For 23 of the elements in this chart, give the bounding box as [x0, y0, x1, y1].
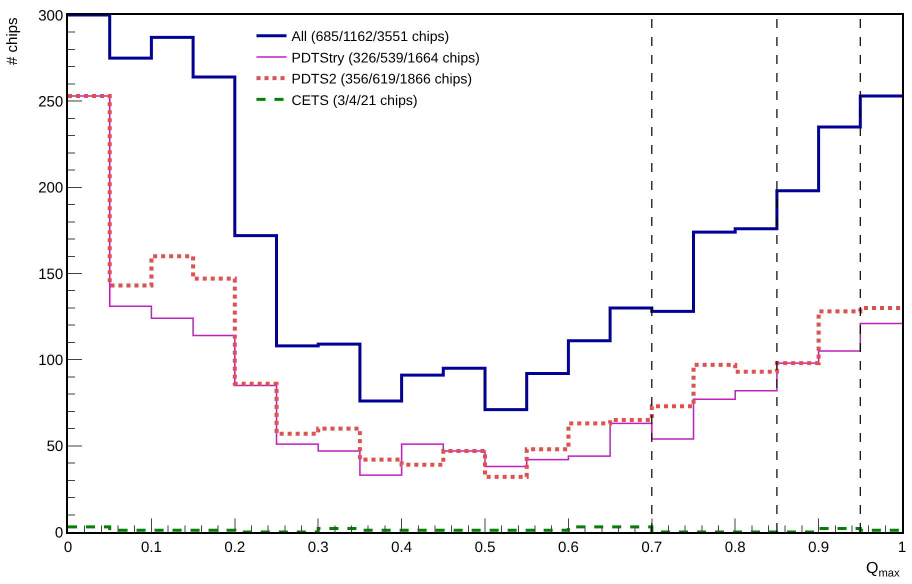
legend-label: PDTS2 (356/619/1866 chips) — [291, 70, 472, 87]
x-tick-label: 0.1 — [140, 538, 162, 556]
x-tick-label: 0.8 — [724, 538, 746, 556]
legend-label: CETS (3/4/21 chips) — [291, 92, 418, 108]
y-tick-label: 250 — [38, 93, 64, 110]
y-axis-title: # chips — [4, 17, 21, 65]
legend-label: PDTStry (326/539/1664 chips) — [291, 49, 480, 66]
x-tick-label: 0.3 — [308, 538, 329, 556]
x-tick-label: 1 — [898, 538, 906, 556]
y-tick-label: 50 — [46, 438, 64, 456]
x-tick-label: 0.4 — [391, 538, 412, 556]
y-tick-label: 0 — [54, 524, 64, 542]
x-tick-label: 0.7 — [641, 538, 662, 556]
x-tick-label: 0.6 — [558, 538, 579, 556]
legend-label: All (685/1162/3551 chips) — [291, 28, 450, 44]
y-tick-label: 300 — [38, 7, 64, 24]
x-tick-label: 0.5 — [474, 538, 496, 556]
y-tick-label: 200 — [38, 180, 64, 197]
y-tick-label: 100 — [38, 352, 64, 369]
x-tick-label: 0.2 — [224, 538, 246, 556]
y-tick-label: 150 — [38, 266, 64, 283]
x-axis-title: Q$_{max}$ — [866, 560, 900, 580]
x-tick-label: 0.9 — [808, 538, 830, 556]
